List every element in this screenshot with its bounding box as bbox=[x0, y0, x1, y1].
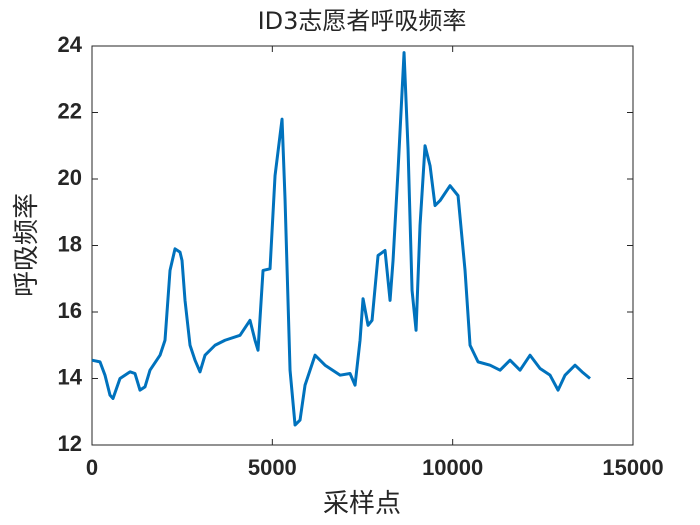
y-tick-label: 20 bbox=[58, 165, 82, 190]
x-tick-label: 15000 bbox=[602, 455, 663, 480]
y-tick-label: 12 bbox=[58, 431, 82, 456]
x-tick-label: 10000 bbox=[422, 455, 483, 480]
y-tick-label: 18 bbox=[58, 231, 82, 256]
y-tick-label: 14 bbox=[58, 364, 83, 389]
y-axis-label: 呼吸频率 bbox=[12, 193, 42, 297]
data-line bbox=[91, 51, 591, 427]
plot-box bbox=[91, 45, 634, 446]
y-tick-label: 16 bbox=[58, 298, 82, 323]
x-tick-label: 5000 bbox=[248, 455, 297, 480]
y-tick-label: 24 bbox=[58, 32, 83, 57]
x-axis-label: 采样点 bbox=[323, 489, 401, 519]
y-tick-label: 22 bbox=[58, 98, 82, 123]
chart-title: ID3志愿者呼吸频率 bbox=[258, 7, 467, 35]
x-tick-label: 0 bbox=[86, 455, 98, 480]
